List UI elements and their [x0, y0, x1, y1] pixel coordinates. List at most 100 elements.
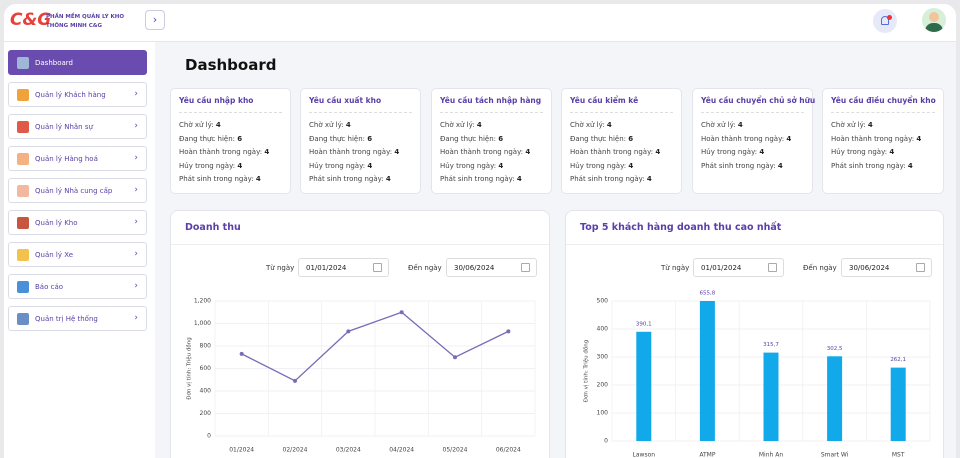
bar	[636, 331, 652, 441]
chevron: ›	[134, 185, 138, 195]
menu-item[interactable]: Quản lý Hàng hoá ›	[8, 146, 147, 171]
card-row: Đang thực hiện: 6	[309, 135, 412, 149]
card-title: Yêu cầu chuyển chủ sở hữu	[701, 96, 815, 113]
x-tick-label: MST	[892, 452, 905, 458]
x-tick-label: 02/2024	[283, 447, 308, 454]
menu-item[interactable]: Quản lý Nhà cung cấp ›	[8, 178, 147, 203]
brand: PHẦN MỀM QUẢN LÝ KHO THÔNG MINH C&G	[46, 13, 124, 31]
y-tick-label: 600	[200, 365, 212, 372]
row-value: 4	[889, 148, 895, 156]
menu-item[interactable]: Quản lý Kho ›	[8, 210, 147, 235]
point	[506, 329, 511, 334]
row-label: Hoàn thành trong ngày:	[570, 148, 654, 156]
y-tick-label: 400	[200, 388, 212, 395]
y-tick-label: 400	[597, 326, 609, 333]
x-tick-label: 03/2024	[336, 447, 361, 454]
calendar-icon	[521, 263, 530, 272]
avatar-head	[929, 12, 939, 22]
calendar-icon	[768, 263, 777, 272]
menu-label: Quản lý Khách hàng	[35, 90, 106, 99]
point	[239, 351, 244, 356]
point	[293, 378, 297, 383]
x-tick-label: 04/2024	[389, 447, 414, 454]
menu-item[interactable]: Quản lý Khách hàng ›	[8, 82, 147, 107]
date-input[interactable]: 01/01/2024	[693, 258, 784, 277]
avatar[interactable]	[922, 8, 946, 32]
date-input[interactable]: 30/06/2024	[446, 258, 537, 277]
menu-item[interactable]: Báo cáo ›	[8, 274, 147, 299]
date-value: 01/01/2024	[701, 264, 742, 272]
row-value: 4	[385, 175, 391, 183]
row-label: Chờ xử lý:	[831, 121, 866, 129]
row-value: 4	[916, 134, 922, 143]
status-card: Yêu cầu nhập kho Chờ xử lý: 4 Đang thực hi…	[170, 88, 291, 194]
chevron: ›	[134, 89, 138, 99]
chart-title: Top 5 khách hàng doanh thu cao nhất	[580, 222, 782, 233]
y-tick-label: 300	[597, 354, 609, 361]
menu-icon	[17, 57, 29, 69]
y-tick-label: 1,000	[194, 320, 211, 327]
menu-icon	[17, 281, 29, 293]
y-tick-label: 1,200	[194, 298, 211, 305]
card-row: Chờ xử lý: 4	[701, 121, 804, 135]
status-card: Yêu cầu xuất kho Chờ xử lý: 4 Đang thực hi…	[300, 88, 421, 194]
x-tick-label: 01/2024	[229, 447, 254, 454]
menu-label: Dashboard	[35, 58, 73, 67]
notification-button[interactable]	[873, 9, 897, 33]
card-row: Chờ xử lý: 4	[570, 121, 673, 135]
bar	[827, 356, 843, 441]
row-value: 4	[907, 161, 913, 170]
x-tick-label: ATMP	[699, 452, 715, 458]
row-value: 6	[628, 134, 634, 143]
status-card: Yêu cầu kiểm kê Chờ xử lý: 4 Đang thực hiệ…	[561, 88, 682, 194]
brand-line: THÔNG MINH C&G	[46, 23, 103, 29]
menu-icon	[17, 217, 29, 229]
row-label: Hủy trong ngày:	[701, 148, 758, 156]
card-row: Hủy trong ngày: 4	[831, 148, 935, 162]
chevron: ›	[134, 121, 138, 131]
x-tick-label: Smart Wi	[821, 452, 849, 458]
row-value: 4	[498, 161, 504, 170]
y-tick-label: 100	[597, 410, 609, 417]
menu-item[interactable]: Quản lý Xe ›	[8, 242, 147, 267]
brand-line: PHẦN MỀM QUẢN LÝ KHO	[46, 14, 125, 20]
row-value: 4	[646, 175, 652, 183]
row-label: Hoàn thành trong ngày:	[701, 134, 785, 143]
row-label: Hoàn thành trong ngày:	[309, 148, 393, 156]
row-label: Phát sinh trong ngày:	[831, 161, 906, 170]
row-value: 6	[367, 134, 373, 143]
menu-item[interactable]: Dashboard	[8, 50, 147, 75]
row-label: Đang thực hiện:	[570, 134, 626, 143]
card-title: Yêu cầu kiểm kê	[570, 96, 673, 113]
row-value: 4	[655, 148, 661, 156]
bell-icon	[881, 16, 889, 25]
x-tick-label: Minh An	[759, 452, 783, 458]
menu-icon	[17, 153, 29, 165]
row-label: Phát sinh trong ngày:	[440, 175, 515, 183]
date-value: 01/01/2024	[306, 264, 347, 272]
date-input[interactable]: 01/01/2024	[298, 258, 389, 277]
row-value: 4	[867, 121, 873, 129]
point	[346, 329, 351, 334]
date-input[interactable]: 30/06/2024	[841, 258, 932, 277]
row-value: 4	[525, 148, 531, 156]
calendar-icon	[373, 263, 382, 272]
row-label: Đang thực hiện:	[179, 134, 235, 143]
card-row: Đang thực hiện: 6	[570, 135, 673, 149]
app-frame: C&G PHẦN MỀM QUẢN LÝ KHO THÔNG MINH C&G ›…	[4, 4, 956, 458]
menu-item[interactable]: Quản lý Nhân sự ›	[8, 114, 147, 139]
avatar-body	[925, 23, 943, 32]
line	[241, 311, 509, 382]
sidebar: Dashboard Quản lý Khách hàng › Quản lý Nhân…	[4, 42, 155, 458]
menu-icon	[17, 121, 29, 133]
collapse-button[interactable]: ›	[145, 10, 165, 30]
card-title: Yêu cầu xuất kho	[309, 96, 412, 113]
menu-icon	[17, 313, 29, 325]
badge	[887, 15, 892, 20]
filter-label: Đến ngày	[803, 264, 837, 272]
menu-item[interactable]: Quản trị Hệ thống ›	[8, 306, 147, 331]
row-label: Đang thực hiện:	[309, 134, 365, 143]
row-value: 4	[777, 161, 783, 170]
menu-label: Quản lý Hàng hoá	[35, 154, 98, 163]
